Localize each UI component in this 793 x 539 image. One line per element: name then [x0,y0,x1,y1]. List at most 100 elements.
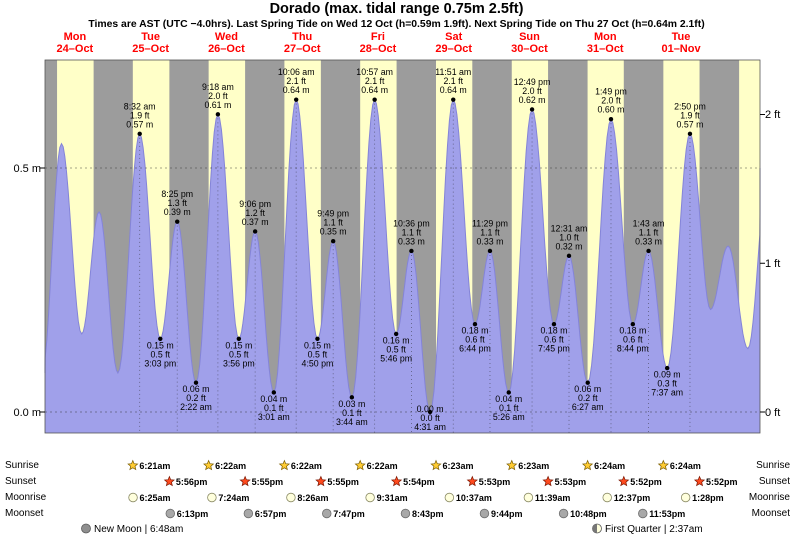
moonrise-time: 1:28pm [692,493,724,503]
tide-annotation-line: 9:06 pm [239,199,271,209]
day-name-label: Tue [141,31,160,43]
moonrise-time: 12:37pm [614,493,651,503]
day-name-label: Tue [672,31,691,43]
tide-annotation-line: 8:32 am [124,101,156,111]
tide-extreme-dot [664,365,670,371]
tide-annotation-line: 0.2 ft [578,393,598,403]
tide-annotation-line: 0.35 m [320,227,347,237]
tide-extreme-dot [330,239,336,244]
tide-annotation-line: 3:03 pm [144,358,176,368]
tide-annotation-line: 7:37 am [651,388,683,398]
day-name-label: Mon [64,31,87,43]
y-axis-label-1ft: 1 ft [765,258,780,270]
tide-curve-line [44,98,761,414]
day-name-label: Mon [594,31,617,43]
tide-annotation-line: 2.0 ft [522,86,542,96]
tide-annotation-line: 0.06 m [183,384,210,394]
tide-extreme-dot [506,390,511,395]
moonrise-icon [444,492,455,503]
moonrise-icon [286,492,296,503]
tide-annotation-line: 1:49 pm [595,87,627,97]
sunrise-time: 6:24am [594,461,625,471]
tide-annotation-line: 0.15 m [147,340,174,350]
moonset-time: 6:57pm [255,509,287,519]
day-name-label: Thu [292,31,312,43]
tide-extreme-dot [175,219,180,224]
tide-extreme-dot [687,131,693,137]
sunset-time: 5:52pm [706,477,738,487]
tide-extreme-dot [193,380,199,385]
y-axis-label-0ft: 0 ft [765,407,780,419]
moonset-time: 7:47pm [333,509,365,519]
sunrise-row-label-left: Sunrise [5,460,39,471]
tide-annotation-line: 0.39 m [164,207,191,217]
tide-annotation-line: 11:51 am [435,67,471,77]
tide-annotation-line: 8:44 pm [617,344,649,354]
tide-extreme-dot [349,395,355,400]
tide-annotation-line: 0.09 m [654,370,681,380]
tide-annotation-line: 0.64 m [440,85,467,95]
tide-annotation-line: 2.1 ft [443,76,463,86]
sunrise-star-icon [203,459,215,471]
tide-extreme-dot [293,97,299,102]
tide-annotation-line: 5:46 pm [380,353,412,363]
tide-annotation-line: 7:45 pm [538,344,570,354]
day-name-label: Wed [215,31,238,43]
moonrise-time: 7:24am [218,493,249,503]
tide-extreme-dot [215,112,221,117]
day-date-label: 01–Nov [661,43,701,55]
generated-chart-layers: 8:32 am1.9 ft0.57 m0.15 m0.5 ft3:03 pm8:… [40,31,765,535]
tide-annotation-line: 4:50 pm [302,358,334,368]
tide-annotation-line: 2.1 ft [286,76,306,86]
moonset-row-label-left: Moonset [5,508,44,519]
sunset-star-icon [542,475,554,487]
tide-extreme-dot [630,321,636,327]
sunrise-star-icon [278,459,291,471]
day-date-label: 29–Oct [435,43,472,55]
moonset-time: 6:13pm [177,509,209,519]
moonrise-icon [602,492,612,503]
tide-annotation-line: 0.15 m [225,340,252,350]
y-axis-label-0-5m: 0.5 m [13,163,41,175]
tide-annotation-line: 1.9 ft [680,110,700,120]
tide-annotation-line: 1.1 ft [323,218,343,228]
moonset-icon [400,508,411,519]
day-date-label: 25–Oct [132,43,169,55]
moonrise-time: 6:25am [140,493,171,503]
sunrise-time: 6:22am [367,461,398,471]
tide-annotation-line: 0.6 ft [544,335,564,345]
tide-annotation-line: 11:29 pm [472,218,508,228]
sunset-star-icon [315,475,327,487]
tide-annotation-line: 0.57 m [126,119,153,129]
sunset-row-label-left: Sunset [5,476,37,487]
y-axis-label-0-0m: 0.0 m [13,407,41,419]
sunrise-time: 6:24am [670,461,701,471]
sunset-star-icon [390,475,403,487]
moonrise-time: 11:39am [535,493,571,503]
tide-annotation-line: 5:26 am [493,412,525,422]
tide-annotation-line: 2.1 ft [365,76,385,86]
day-name-label: Sat [445,31,462,43]
sunrise-star-icon [657,459,669,471]
sunset-star-icon [466,475,478,487]
moonset-row-label-right: Moonset [751,508,790,519]
day-date-label: 30–Oct [511,43,548,55]
day-date-label: 26–Oct [208,43,245,55]
tide-annotation-line: 6:27 am [572,402,604,412]
tide-annotation-line: 0.60 m [598,105,625,115]
tide-annotation-line: 10:36 pm [393,218,430,228]
tide-annotation-line: 4:31 am [414,422,446,432]
tide-annotation-line: 0.0 ft [420,413,440,423]
tide-extreme-dot [566,253,572,259]
tide-extreme-dot [158,336,163,341]
tide-annotation-line: 1.2 ft [245,208,265,218]
tide-annotation-line: 0.6 ft [465,335,485,345]
tide-annotation-line: 0.03 m [338,399,365,409]
day-date-label: 28–Oct [360,43,397,55]
moonset-time: 11:53pm [649,509,685,519]
tide-annotation-line: 3:56 pm [223,358,255,368]
tide-annotation-line: 3:44 am [336,417,368,427]
moonrise-row-label-left: Moonrise [5,492,47,503]
